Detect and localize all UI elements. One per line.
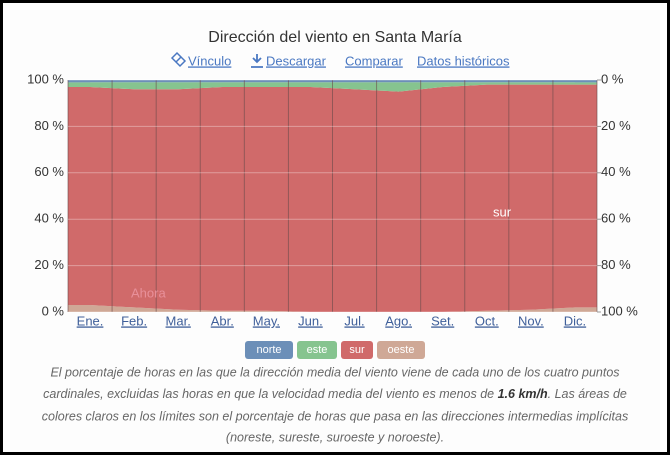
plot [67,79,598,313]
legend-swatch [377,341,425,359]
caption-part: . Las áreas de [548,387,627,401]
x-tick-label[interactable]: Jul. [344,313,364,328]
legend-item[interactable]: oeste [377,341,425,359]
x-tick-label[interactable]: Set. [431,313,454,328]
area-edge [68,86,91,306]
legend-item[interactable]: sur [341,341,373,359]
caption: colores claros en los límites son el por… [42,409,628,423]
chart-title: Dirección del viento en Santa María [208,29,462,46]
area-edge [68,82,91,87]
x-tick-label[interactable]: May. [253,313,280,328]
legend-item[interactable]: este [297,341,337,359]
caption: (noreste, sureste, suroeste y noroeste). [226,430,444,444]
y-tick-label: 80 % [34,118,64,133]
y-tick-label: 20 % [34,257,64,272]
link-icon [170,51,187,68]
legend-label: sur [349,344,365,356]
download-icon [251,54,263,68]
legend-swatch [245,341,293,359]
x-tick-label[interactable]: Jun. [298,313,323,328]
legend-label: oeste [388,344,415,356]
annotation: sur [493,204,512,219]
y-tick-label: 60 % [34,164,64,179]
y2-tick-label: 0 % [601,71,624,86]
y2-tick-label: 100 % [601,303,638,318]
link[interactable]: Comparar [345,53,403,68]
y-tick-label: 100 % [27,71,64,86]
caption: El porcentaje de horas en las que la dir… [50,365,619,379]
x-tick-label[interactable]: Ago. [385,313,412,328]
area-edge [68,80,91,83]
links: Vínculo Descargar Comparar Datos históri… [170,51,510,68]
area-edge [68,305,91,312]
area-edge [574,84,597,308]
y2-tick-label: 60 % [601,211,631,226]
annotation: Ahora [131,285,166,300]
area-edge [574,82,597,85]
legend-swatch [297,341,337,359]
x-tick-label[interactable]: Nov. [518,313,544,328]
area-edge [574,80,597,83]
legend: norte este sur oeste [245,341,425,359]
legend-label: este [307,344,328,356]
x-tick-label[interactable]: Ene. [77,313,104,328]
x-tick-label[interactable]: Oct. [475,313,499,328]
caption-bold: 1.6 km/h [498,387,548,401]
x-tick-label[interactable]: Feb. [121,313,147,328]
link[interactable]: Descargar [266,53,327,68]
x-tick-label[interactable]: Abr. [211,313,234,328]
x-tick-label[interactable]: Mar. [166,313,191,328]
legend-swatch [341,341,373,359]
y2-tick-label: 40 % [601,164,631,179]
y2-tick-label: 80 % [601,257,631,272]
link[interactable]: Datos históricos [417,53,510,68]
caption-part: cardinales, excluidas las horas en que l… [43,387,494,401]
caption: cardinales, excluidas las horas en que l… [43,387,627,401]
link[interactable]: Vínculo [188,53,231,68]
x-tick-label[interactable]: Dic. [564,313,586,328]
area [90,305,575,312]
legend-label: norte [256,344,281,356]
y-tick-label: 0 % [42,303,65,318]
y-tick-label: 40 % [34,211,64,226]
area-edge [574,307,597,312]
y2-tick-label: 20 % [601,118,631,133]
legend-item[interactable]: norte [245,341,293,359]
